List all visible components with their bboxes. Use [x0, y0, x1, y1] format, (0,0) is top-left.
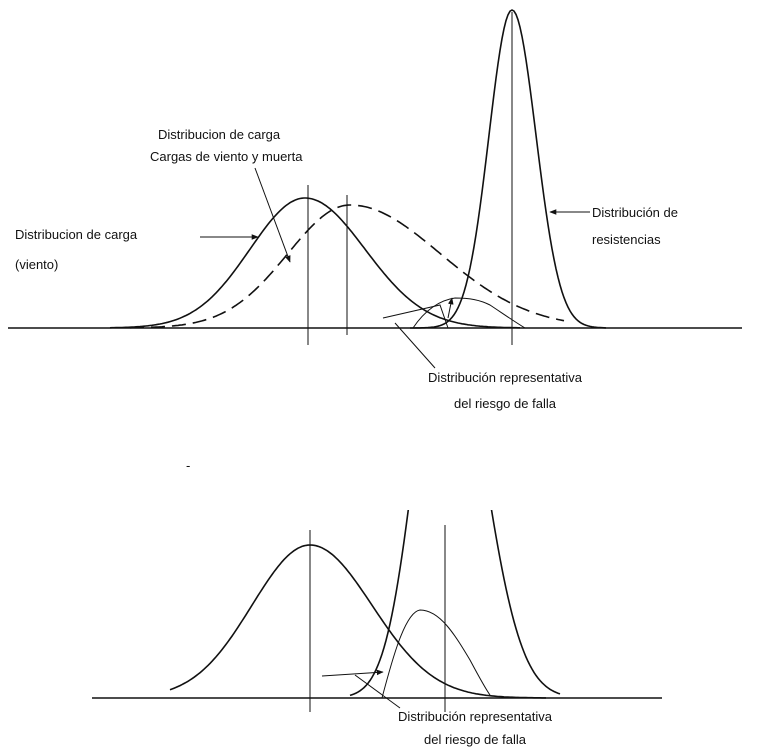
label: del riesgo de falla	[424, 732, 527, 747]
label: -	[186, 458, 190, 473]
combined-load-curve	[129, 204, 565, 329]
label: Distribución representativa	[428, 370, 583, 385]
label: del riesgo de falla	[454, 396, 557, 411]
failure-curve	[381, 609, 491, 699]
label: Distribución de	[592, 205, 678, 220]
label: resistencias	[592, 232, 661, 247]
failure-arrow	[382, 304, 449, 329]
resistance-curve	[349, 510, 561, 697]
arrow	[254, 167, 291, 263]
label: Distribución representativa	[398, 709, 553, 724]
label: Distribucion de carga	[158, 127, 281, 142]
arrow	[447, 297, 454, 319]
leader	[394, 322, 436, 369]
label: (viento)	[15, 257, 58, 272]
load-curve	[169, 544, 546, 699]
leader	[354, 674, 401, 709]
resistance-curve	[410, 9, 607, 329]
label: Distribucion de carga	[15, 227, 138, 242]
label: Cargas de viento y muerta	[150, 149, 303, 164]
arrow	[321, 669, 384, 677]
load-curve	[109, 197, 520, 329]
